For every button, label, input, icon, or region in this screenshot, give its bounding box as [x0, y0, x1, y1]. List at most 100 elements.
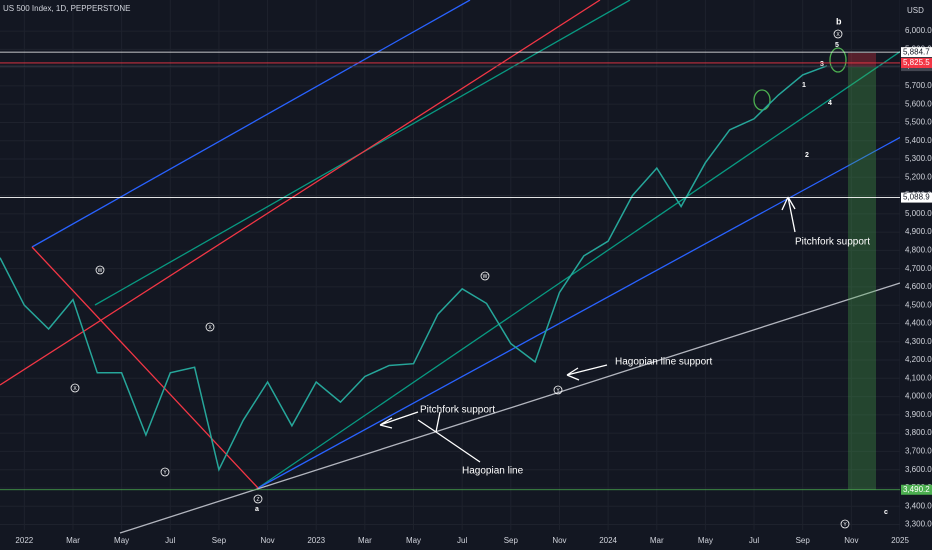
wave-label: c [884, 509, 888, 516]
wave-label: 3 [820, 61, 824, 68]
y-tick-label: 5,200.0 [905, 172, 932, 181]
x-tick-label: Sep [504, 536, 519, 545]
circled-letter: X [73, 386, 77, 392]
y-tick-label: 4,400.0 [905, 319, 932, 328]
symbol: US 500 Index, 1D, PEPPERSTONE [3, 4, 130, 13]
x-tick-label: Mar [66, 536, 80, 545]
y-tick-label: 3,700.0 [905, 447, 932, 456]
y-tick-label: 5,600.0 [905, 99, 932, 108]
price-tag [901, 484, 932, 495]
x-tick-label: Sep [796, 536, 811, 545]
price-tag-label: 3,490.2 [903, 485, 930, 494]
annotation: Pitchfork support [420, 405, 495, 416]
highlight [753, 89, 771, 111]
y-tick-label: 3,400.0 [905, 501, 932, 510]
price-tag-label: 5,088.9 [903, 193, 930, 202]
circled-marker [833, 29, 843, 39]
wave-label: 1 [802, 82, 806, 89]
x-tick-label: 2025 [891, 536, 909, 545]
circled-marker [253, 494, 263, 504]
x-tick-label: Nov [844, 536, 858, 545]
circled-letter: X [208, 325, 212, 331]
y-tick-label: 5,000.0 [905, 209, 932, 218]
position-loss [848, 53, 876, 67]
circled-letter: X [836, 32, 840, 38]
pitchfork-base [31, 246, 259, 489]
circled-letter: Y [163, 470, 167, 476]
annotation: Hagopian line [462, 466, 524, 477]
price-line [0, 65, 828, 472]
circled-labels: W X Y W X Y Z X Y [70, 29, 850, 529]
pitchfork [0, 0, 932, 534]
circled-letter: Z [256, 497, 259, 503]
price-axis [900, 0, 932, 550]
y-tick-label: 4,800.0 [905, 245, 932, 254]
y-tick-label: 4,600.0 [905, 282, 932, 291]
pitchfork-upper [31, 0, 471, 248]
x-tick-label: Sep [212, 536, 227, 545]
wave-label: a [255, 506, 259, 513]
pitchfork-inner-lower [257, 29, 932, 489]
y-tick-label: 3,800.0 [905, 428, 932, 437]
price-tag-label: 5,825.5 [903, 58, 930, 67]
circled-letter: W [98, 268, 103, 274]
circled-letter: Y [843, 522, 847, 528]
currency: USD [907, 6, 924, 15]
annotation: Hagopian line support [615, 357, 713, 368]
x-tick-label: May [698, 536, 713, 545]
x-tick-label: May [114, 536, 129, 545]
highlight [829, 47, 847, 73]
y-tick-label: 5,300.0 [905, 154, 932, 163]
circled-marker [553, 385, 563, 395]
x-tick-label: Nov [260, 536, 274, 545]
y-tick-label: 3,600.0 [905, 465, 932, 474]
y-tick-label: 4,500.0 [905, 300, 932, 309]
circled-marker [205, 322, 215, 332]
pitchfork-lower [257, 119, 932, 489]
wave-label: 5 [835, 42, 839, 49]
x-tick-label: Jul [749, 536, 759, 545]
hagopian-line [119, 282, 901, 534]
circled-marker [160, 467, 170, 477]
x-tick-label: Mar [650, 536, 664, 545]
y-tick-label: 4,000.0 [905, 392, 932, 401]
y-tick-label: 4,200.0 [905, 355, 932, 364]
circled-letter: Y [556, 388, 560, 394]
circled-marker [840, 519, 850, 529]
position-profit [848, 67, 876, 490]
price-tag [901, 57, 932, 68]
x-tick-label: 2023 [307, 536, 325, 545]
y-tick-label: 5,500.0 [905, 118, 932, 127]
x-tick-label: Jul [165, 536, 175, 545]
y-tick-label: 4,900.0 [905, 227, 932, 236]
pitchfork-median [0, 0, 601, 386]
price-tag-label: 5,884.7 [903, 47, 930, 56]
arrows [379, 196, 796, 463]
circled-marker [480, 271, 490, 281]
wave-label: b [836, 16, 842, 26]
y-tick-label: 4,700.0 [905, 264, 932, 273]
x-tick-label: May [406, 536, 421, 545]
y-tick-label: 4,300.0 [905, 337, 932, 346]
price-tag [901, 192, 932, 203]
x-tick-label: Mar [358, 536, 372, 545]
y-tick-label: 5,700.0 [905, 81, 932, 90]
x-tick-label: 2024 [599, 536, 617, 545]
x-tick-label: 2022 [15, 536, 33, 545]
price-tag [901, 47, 932, 58]
y-tick-label: 3,300.0 [905, 520, 932, 529]
circled-letter: W [483, 274, 488, 280]
annotation: Pitchfork support [795, 237, 870, 248]
circled-marker [95, 265, 105, 275]
y-tick-label: 5,400.0 [905, 136, 932, 145]
y-tick-label: 4,100.0 [905, 373, 932, 382]
x-tick-label: Jul [457, 536, 467, 545]
circled-marker [70, 383, 80, 393]
y-tick-label: 3,900.0 [905, 410, 932, 419]
wave-label: 2 [805, 152, 809, 159]
x-tick-label: Nov [552, 536, 566, 545]
y-tick-label: 6,000.0 [905, 26, 932, 35]
wave-label: 4 [828, 100, 832, 107]
